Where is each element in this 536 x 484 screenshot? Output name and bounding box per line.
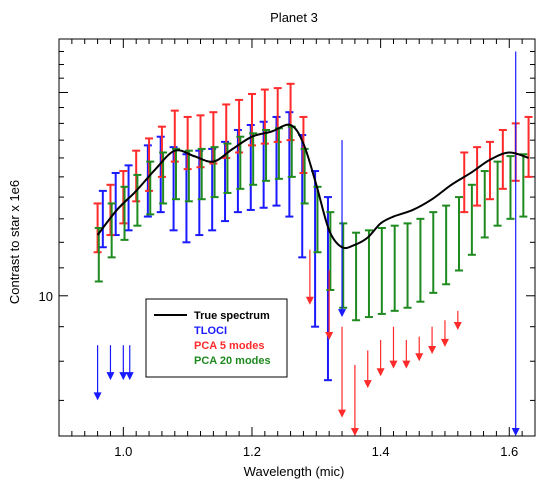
legend-box [145,298,288,378]
upper-limit-arrowhead [402,360,411,369]
y-tick-label: 10 [39,289,53,304]
upper-limit-arrowhead [376,368,385,377]
upper-limit-arrowhead [325,332,334,341]
chart-title: Planet 3 [270,10,318,25]
upper-limit-arrowhead [453,321,462,330]
tick-labels: 1.0 1.2 1.4 1.6 10 [39,289,519,459]
error-bars [93,82,533,382]
upper-limit-arrowhead [511,428,520,436]
upper-limit-arrowhead [106,372,115,381]
upper-limit-arrowhead [338,309,347,318]
upper-limit-arrowhead [428,345,437,354]
legend-pca5-label: PCA 5 modes [194,340,265,352]
upper-limit-arrowhead [305,296,314,305]
upper-limit-arrowhead [440,338,449,347]
x-tick-label: 1.0 [114,444,132,459]
upper-limit-arrowhead [415,353,424,362]
upper-limit-arrowhead [119,372,128,381]
upper-limit-arrows [93,51,520,436]
x-tick-label: 1.2 [243,444,261,459]
plot-area: 1.0 1.2 1.4 1.6 10 [39,38,536,459]
plot-frame [58,38,536,437]
legend-tloci-label: TLOCI [194,325,227,337]
upper-limit-arrowhead [125,372,134,381]
upper-limit-arrowhead [389,360,398,369]
upper-limit-arrowhead [338,409,347,418]
x-axis-label: Wavelength (mic) [244,464,345,479]
x-tick-label: 1.6 [500,444,518,459]
legend-pca20-label: PCA 20 modes [194,355,271,367]
upper-limit-arrowhead [93,392,102,401]
true-spectrum-line [96,123,529,250]
x-tick-label: 1.4 [372,444,390,459]
upper-limit-arrowhead [350,428,359,436]
legend: True spectrum TLOCI PCA 5 modes PCA 20 m… [145,298,288,378]
legend-true-spectrum-label: True spectrum [194,310,270,322]
upper-limit-arrowhead [363,380,372,389]
y-axis-label: Contrast to star x 1e6 [7,180,22,304]
